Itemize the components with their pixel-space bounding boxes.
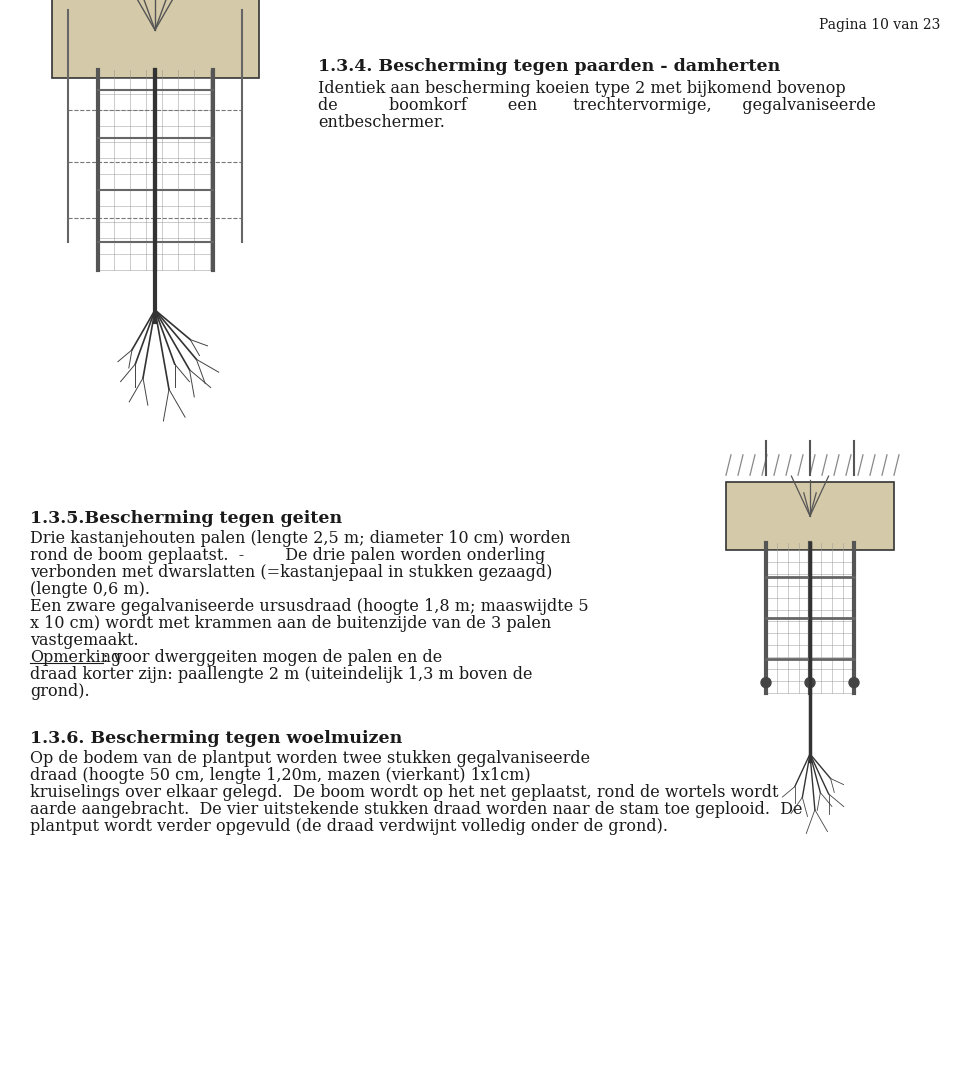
Text: 1.3.6. Bescherming tegen woelmuizen: 1.3.6. Bescherming tegen woelmuizen <box>30 730 402 746</box>
Text: grond).: grond). <box>30 682 89 700</box>
Circle shape <box>805 678 815 688</box>
Text: de          boomkorf        een       trechtervormige,      gegalvaniseerde: de boomkorf een trechtervormige, gegalva… <box>318 97 876 114</box>
Text: kruiselings over elkaar gelegd.  De boom wordt op het net geplaatst, rond de wor: kruiselings over elkaar gelegd. De boom … <box>30 784 779 801</box>
Text: Identiek aan bescherming koeien type 2 met bijkomend bovenop: Identiek aan bescherming koeien type 2 m… <box>318 80 846 97</box>
Text: verbonden met dwarslatten (=kastanjepaal in stukken gezaagd): verbonden met dwarslatten (=kastanjepaal… <box>30 564 552 580</box>
Text: Opmerking: Opmerking <box>30 649 121 666</box>
Text: 1.3.4. Bescherming tegen paarden - damherten: 1.3.4. Bescherming tegen paarden - damhe… <box>318 58 780 75</box>
Text: Drie kastanjehouten palen (lengte 2,5 m; diameter 10 cm) worden: Drie kastanjehouten palen (lengte 2,5 m;… <box>30 529 570 547</box>
Text: Op de bodem van de plantput worden twee stukken gegalvaniseerde: Op de bodem van de plantput worden twee … <box>30 750 590 767</box>
Bar <box>726 482 894 550</box>
Text: x 10 cm) wordt met krammen aan de buitenzijde van de 3 palen: x 10 cm) wordt met krammen aan de buiten… <box>30 615 551 631</box>
Text: vastgemaakt.: vastgemaakt. <box>30 631 138 649</box>
Circle shape <box>849 678 859 688</box>
Text: draad korter zijn: paallengte 2 m (uiteindelijk 1,3 m boven de: draad korter zijn: paallengte 2 m (uitei… <box>30 666 533 682</box>
Text: : voor dwerggeiten mogen de palen en de: : voor dwerggeiten mogen de palen en de <box>103 649 443 666</box>
Text: Pagina 10 van 23: Pagina 10 van 23 <box>819 18 940 31</box>
Text: draad (hoogte 50 cm, lengte 1,20m, mazen (vierkant) 1x1cm): draad (hoogte 50 cm, lengte 1,20m, mazen… <box>30 767 531 784</box>
Text: (lengte 0,6 m).: (lengte 0,6 m). <box>30 580 150 598</box>
Text: rond de boom geplaatst.  -        De drie palen worden onderling: rond de boom geplaatst. - De drie palen … <box>30 547 545 564</box>
Text: 1.3.5.Bescherming tegen geiten: 1.3.5.Bescherming tegen geiten <box>30 510 342 527</box>
Text: aarde aangebracht.  De vier uitstekende stukken draad worden naar de stam toe ge: aarde aangebracht. De vier uitstekende s… <box>30 801 803 818</box>
Text: plantput wordt verder opgevuld (de draad verdwijnt volledig onder de grond).: plantput wordt verder opgevuld (de draad… <box>30 818 668 835</box>
Text: entbeschermer.: entbeschermer. <box>318 114 444 131</box>
Text: Een zware gegalvaniseerde ursusdraad (hoogte 1,8 m; maaswijdte 5: Een zware gegalvaniseerde ursusdraad (ho… <box>30 598 588 615</box>
Circle shape <box>761 678 771 688</box>
Bar <box>52 0 258 78</box>
